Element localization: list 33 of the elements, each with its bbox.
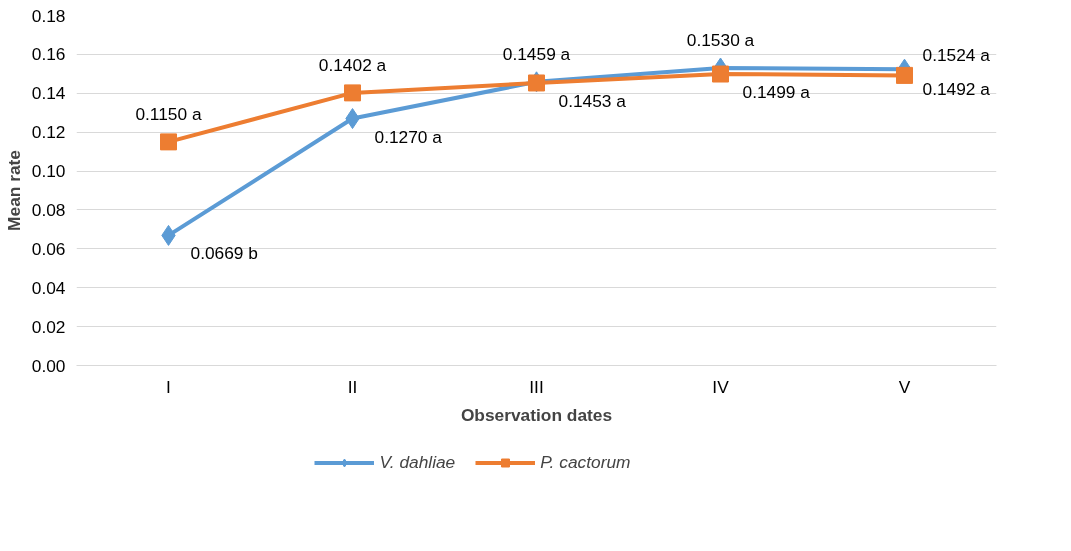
y-tick-label: 0.10 [31, 161, 66, 182]
x-tick-label: V [898, 376, 911, 397]
x-tick-label: II [347, 376, 358, 397]
legend-label: P. cactorum [540, 451, 631, 473]
data-label: 0.1499 a [742, 82, 811, 103]
x-axis-title: Observation dates [460, 404, 613, 425]
legend-label: V. dahliae [379, 451, 456, 473]
y-tick-label: 0.08 [31, 199, 66, 220]
x-tick-label: III [529, 376, 544, 397]
point [712, 65, 729, 83]
data-label: 0.0669 b [190, 243, 258, 264]
y-tick-label: 0.06 [31, 238, 66, 259]
x-tick-label: IV [712, 376, 730, 397]
data-label: 0.1150 a [135, 103, 202, 124]
y-tick-label: 0.04 [31, 277, 66, 298]
y-tick-label: 0.18 [31, 5, 66, 26]
data-label: 0.1492 a [922, 79, 991, 100]
y-tick-label: 0.16 [31, 44, 66, 65]
data-label: 0.1530 a [686, 30, 755, 50]
point [160, 133, 177, 151]
x-tick-label: I [166, 376, 171, 397]
y-tick-label: 0.02 [31, 316, 66, 337]
y-tick-label: 0.12 [31, 122, 66, 143]
point [896, 66, 913, 84]
y-axis-title: Mean rate [3, 149, 24, 231]
data-label: 0.1270 a [374, 126, 443, 147]
data-label: 0.1459 a [502, 43, 571, 64]
data-label: 0.1524 a [922, 45, 991, 66]
y-tick-label: 0.14 [31, 83, 66, 104]
data-label: 0.1402 a [318, 54, 387, 75]
point [344, 84, 361, 102]
data-label: 0.1453 a [558, 90, 627, 111]
y-tick-label: 0.00 [31, 355, 66, 376]
